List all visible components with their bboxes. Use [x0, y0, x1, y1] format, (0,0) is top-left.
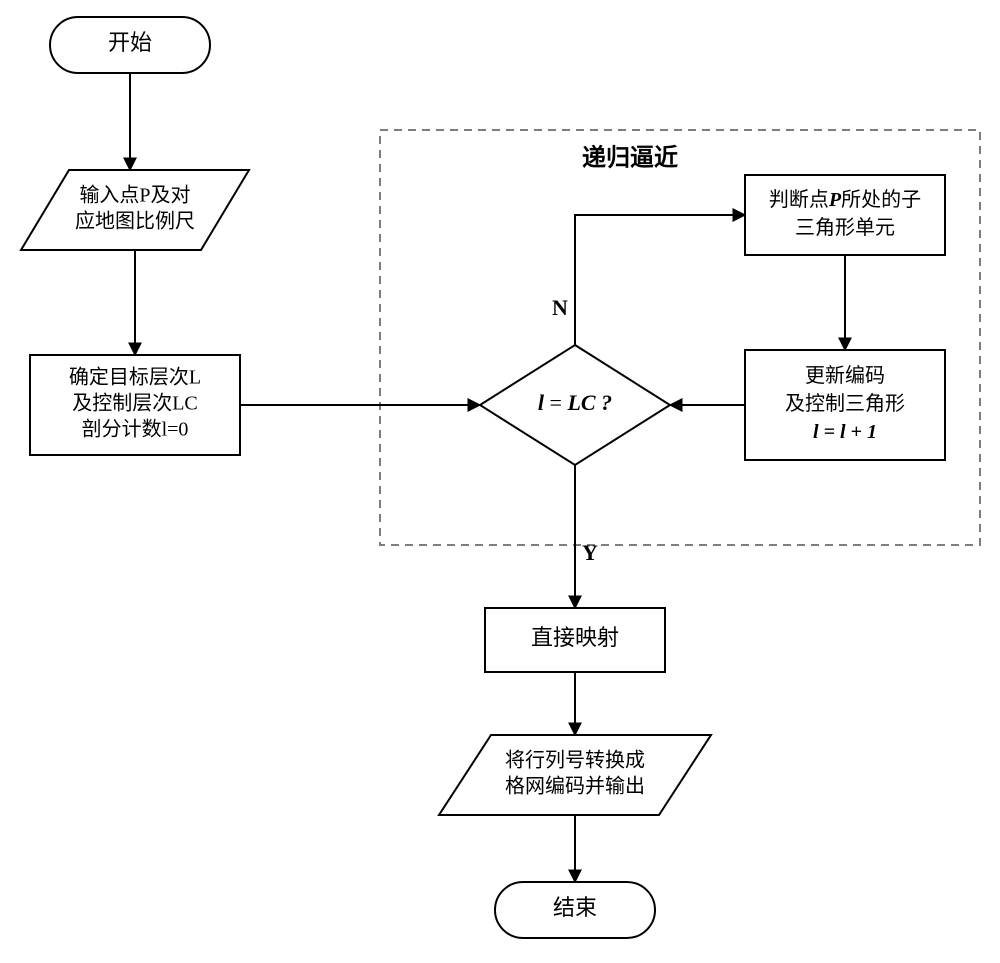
section-title: 递归逼近 — [582, 144, 678, 172]
label-setup-l0: 确定目标层次L — [69, 366, 201, 389]
label-setup-l1: 及控制层次LC — [72, 392, 198, 415]
label-input-l1: 应地图比例尺 — [75, 210, 195, 233]
node-start: 开始 — [50, 17, 210, 73]
node-childtri: 判断点P所处的子三角形单元 — [745, 175, 945, 255]
node-update: 更新编码及控制三角形 l = l + 1 — [745, 350, 945, 460]
label-output-l0: 将行列号转换成 — [505, 749, 645, 772]
node-mapping: 直接映射 — [485, 608, 665, 672]
label-decision: l = LC ? — [538, 390, 612, 415]
edge-decision-childtri — [575, 215, 745, 345]
label-end: 结束 — [553, 895, 597, 920]
label-childtri-l1: 三角形单元 — [795, 216, 895, 239]
label-update-l0: 更新编码 — [805, 364, 885, 387]
branch-label-N: N — [552, 295, 568, 320]
label-update-l2: l = l + 1 — [813, 421, 877, 443]
branch-label-Y: Y — [582, 540, 598, 565]
node-end: 结束 — [495, 882, 655, 938]
node-input: 输入点P及对应地图比例尺 — [21, 170, 249, 250]
node-output: 将行列号转换成格网编码并输出 — [439, 735, 711, 815]
label-setup-l2: 剖分计数l=0 — [82, 418, 189, 441]
label-start: 开始 — [108, 30, 152, 55]
label-mapping: 直接映射 — [531, 625, 619, 650]
node-decision: l = LC ? — [480, 345, 670, 465]
node-setup: 确定目标层次L 及控制层次LC 剖分计数l=0 — [30, 355, 240, 455]
label-output-l1: 格网编码并输出 — [505, 775, 645, 798]
label-update-l1: 及控制三角形 — [785, 392, 905, 415]
label-childtri-l0: 判断点P所处的子 — [769, 188, 921, 211]
label-input-l0: 输入点P及对 — [79, 184, 190, 207]
